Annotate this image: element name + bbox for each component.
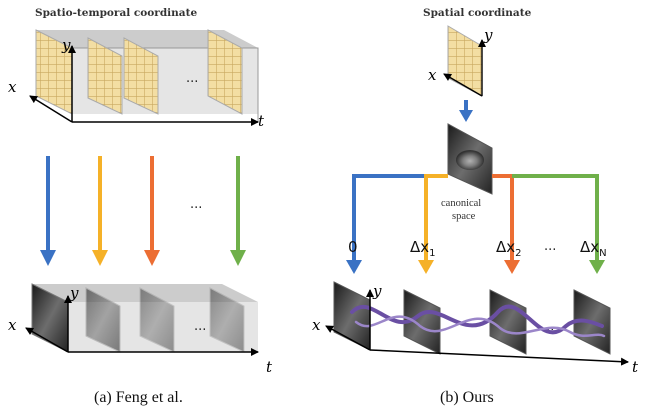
trajectory-secondary bbox=[354, 315, 606, 338]
t-axis-label: t bbox=[258, 112, 265, 130]
spatial-grid: y x bbox=[428, 25, 493, 97]
x-axis-label: x bbox=[8, 78, 17, 96]
bottom-x-axis bbox=[25, 327, 69, 353]
right-header: Spatial coordinate bbox=[423, 7, 532, 19]
grid-slice-2 bbox=[87, 37, 123, 115]
left-panel: Spatio-temporal coordinate ... y t x bbox=[8, 7, 273, 406]
left-header: Spatio-temporal coordinate bbox=[35, 7, 197, 19]
canonical-frame-texture bbox=[456, 150, 484, 170]
offset-labels: 0 Δx1 Δx2 ... ΔxN bbox=[348, 238, 607, 259]
spatial-x-axis bbox=[443, 73, 483, 97]
canonical-label-2: space bbox=[452, 211, 476, 222]
right-x-axis bbox=[325, 325, 371, 351]
right-caption: (b) Ours bbox=[440, 389, 494, 406]
branch-blue bbox=[352, 174, 448, 262]
branch-green bbox=[512, 174, 599, 262]
left-mapping-arrows: ... bbox=[40, 156, 246, 266]
offset-zero: 0 bbox=[348, 238, 358, 256]
offset-ellipsis: ... bbox=[544, 239, 556, 254]
x-axis bbox=[29, 95, 73, 123]
bottom-x-label: x bbox=[8, 316, 17, 334]
arrow-green-head bbox=[230, 250, 246, 266]
canonical-label-1: canonical bbox=[441, 198, 481, 209]
right-t-axis bbox=[369, 349, 629, 366]
trajectory-main bbox=[350, 304, 604, 335]
branch-orange-head bbox=[504, 260, 520, 274]
right-x-label: x bbox=[312, 316, 321, 334]
grid-to-canonical-arrow-head bbox=[459, 110, 473, 122]
bottom-t-label: t bbox=[266, 358, 273, 376]
branch-yellow-head bbox=[418, 260, 434, 274]
grid-slice-4 bbox=[207, 29, 243, 115]
canonical-space: canonical space bbox=[441, 123, 493, 222]
branch-green-head bbox=[589, 260, 605, 274]
spatial-y-label: y bbox=[483, 26, 493, 44]
arrow-blue-head bbox=[40, 250, 56, 266]
left-top-volume: ... y t x bbox=[8, 29, 265, 130]
left-caption: (a) Feng et al. bbox=[94, 389, 183, 406]
deformation-branches bbox=[346, 174, 605, 274]
right-y-label: y bbox=[372, 282, 382, 300]
left-bottom-ellipsis: ... bbox=[194, 319, 206, 334]
y-axis-label: y bbox=[61, 36, 71, 54]
branch-blue-head bbox=[346, 260, 362, 274]
grid-slice-3 bbox=[123, 37, 159, 115]
right-panel: Spatial coordinate y x canonical space bbox=[312, 7, 639, 406]
arrow-orange-head bbox=[144, 250, 160, 266]
offset-dx2: Δx2 bbox=[496, 238, 522, 259]
right-t-label: t bbox=[632, 358, 639, 376]
spatial-x-label: x bbox=[428, 66, 437, 84]
deformed-frame-2 bbox=[489, 289, 527, 355]
arrow-yellow-head bbox=[92, 250, 108, 266]
left-bottom-volume: ... y t x bbox=[8, 283, 273, 376]
deformed-frames: ... y t x bbox=[312, 281, 639, 376]
branch-yellow bbox=[424, 174, 448, 262]
left-arrow-ellipsis: ... bbox=[190, 197, 202, 212]
offset-dx1: Δx1 bbox=[410, 238, 436, 259]
bottom-y-label: y bbox=[69, 284, 79, 302]
left-top-ellipsis: ... bbox=[186, 71, 198, 86]
offset-dxn: ΔxN bbox=[580, 238, 607, 259]
